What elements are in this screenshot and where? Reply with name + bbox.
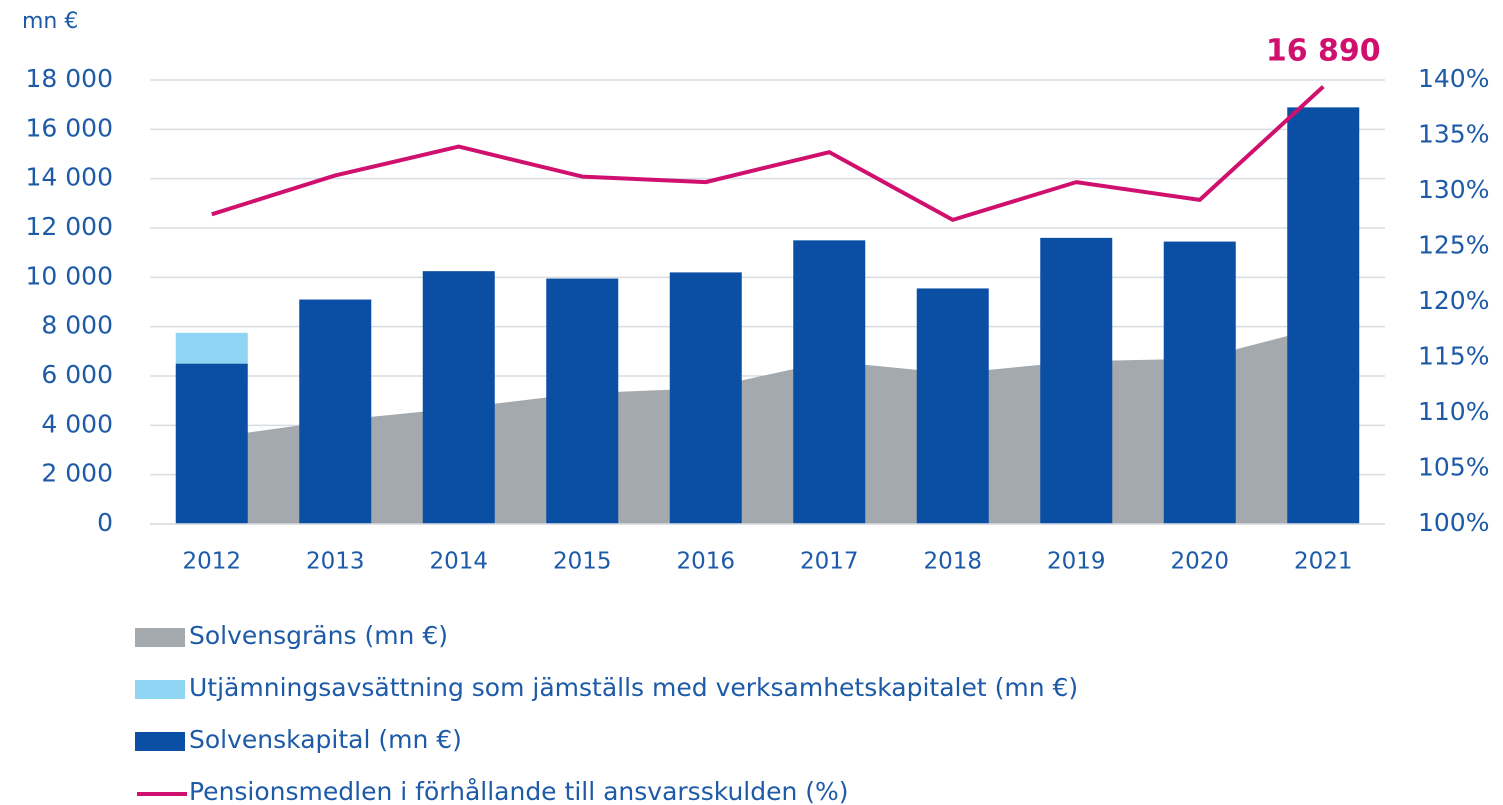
y2-tick-label: 120%: [1418, 286, 1489, 315]
legend-swatch: [135, 732, 185, 751]
y2-tick-label: 130%: [1418, 175, 1489, 204]
data-label: 16 890: [1266, 34, 1381, 69]
bar: [299, 299, 372, 524]
bar: [422, 271, 495, 524]
y-tick-label: 16 000: [26, 113, 113, 142]
x-tick-label: 2014: [429, 549, 488, 575]
y-tick-label: 2 000: [41, 459, 113, 488]
y-tick-label: 6 000: [41, 360, 113, 389]
area: [211, 326, 1324, 524]
x-tick-label: 2016: [676, 549, 735, 575]
y2-tick-label: 110%: [1418, 397, 1489, 426]
legend-label: Solvensgräns (mn €): [189, 621, 448, 650]
y2-tick-label: 140%: [1418, 64, 1489, 93]
y-tick-label: 4 000: [41, 409, 113, 438]
x-tick-label: 2021: [1294, 549, 1353, 575]
y2-tick-label: 100%: [1418, 508, 1489, 537]
x-tick-label: 2017: [800, 549, 859, 575]
y-tick-label: 8 000: [41, 311, 113, 340]
x-tick-label: 2012: [182, 549, 241, 575]
x-tick-label: 2018: [923, 549, 982, 575]
y-tick-label: 0: [97, 508, 113, 537]
bar: [1040, 237, 1113, 524]
y-tick-label: 10 000: [26, 261, 113, 290]
legend-label: Utjämningsavsättning som jämställs med v…: [189, 673, 1078, 702]
bar: [175, 332, 248, 364]
x-tick-label: 2020: [1170, 549, 1229, 575]
bar: [546, 278, 619, 524]
y-tick-label: 12 000: [26, 212, 113, 241]
x-tick-label: 2015: [553, 549, 612, 575]
y-tick-label: 14 000: [26, 163, 113, 192]
bar: [669, 272, 742, 524]
bar: [1163, 241, 1236, 525]
bar: [1287, 107, 1360, 524]
bar: [793, 240, 866, 525]
bar: [175, 363, 248, 524]
y-tick-label: 18 000: [26, 64, 113, 93]
y2-tick-label: 135%: [1418, 120, 1489, 149]
x-tick-label: 2013: [306, 549, 365, 575]
y2-tick-label: 105%: [1418, 453, 1489, 482]
legend-label: Solvenskapital (mn €): [189, 725, 462, 754]
legend-swatch: [135, 680, 185, 699]
bar: [916, 288, 989, 524]
legend-swatch: [135, 628, 185, 647]
x-tick-label: 2019: [1047, 549, 1106, 575]
y2-tick-label: 125%: [1418, 231, 1489, 260]
y2-tick-label: 115%: [1418, 342, 1489, 371]
legend-label: Pensionsmedlen i förhållande till ansvar…: [189, 777, 849, 805]
line: [211, 85, 1325, 222]
y-axis-label: mn €: [22, 9, 78, 34]
